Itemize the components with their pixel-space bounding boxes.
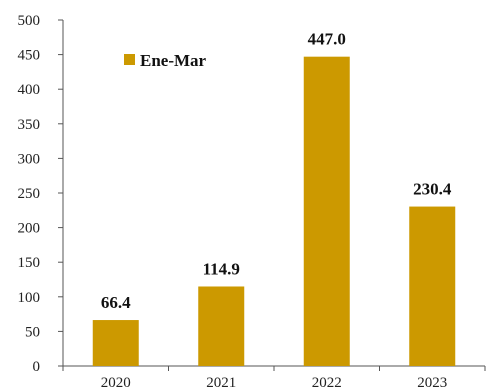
y-tick-label: 100 — [18, 290, 41, 306]
legend: Ene-Mar — [124, 51, 207, 70]
x-tick-label: 2021 — [206, 375, 236, 391]
y-tick-label: 0 — [33, 359, 41, 375]
data-labels: 66.4 114.9 447.0 230.4 — [101, 30, 452, 312]
x-tick-label: 2023 — [417, 375, 447, 391]
bar-2021 — [198, 286, 245, 366]
data-label-2022: 447.0 — [308, 30, 346, 49]
x-tick-label: 2022 — [312, 375, 342, 391]
y-axis: 0 50 100 150 200 250 300 350 400 450 500 — [18, 13, 64, 375]
x-axis: 2020 2021 2022 2023 — [62, 365, 486, 391]
y-tick-label: 250 — [18, 186, 41, 202]
y-tick-label: 50 — [25, 324, 40, 340]
data-label-2021: 114.9 — [203, 259, 240, 278]
data-label-2023: 230.4 — [413, 180, 452, 199]
legend-swatch — [124, 54, 135, 65]
data-label-2020: 66.4 — [101, 293, 131, 312]
y-tick-label: 300 — [18, 151, 41, 167]
y-tick-label: 200 — [18, 221, 41, 237]
y-tick-label: 450 — [18, 48, 41, 64]
bar-2020 — [92, 320, 139, 366]
y-tick-label: 500 — [18, 13, 41, 29]
x-tick-label: 2020 — [101, 375, 131, 391]
bar-2022 — [303, 56, 350, 367]
y-tick-label: 350 — [18, 117, 41, 133]
bar-2023 — [409, 206, 456, 366]
y-tick-label: 400 — [18, 82, 41, 98]
y-tick-label: 150 — [18, 255, 41, 271]
bars — [92, 56, 456, 367]
legend-label-ene-mar: Ene-Mar — [140, 51, 207, 70]
